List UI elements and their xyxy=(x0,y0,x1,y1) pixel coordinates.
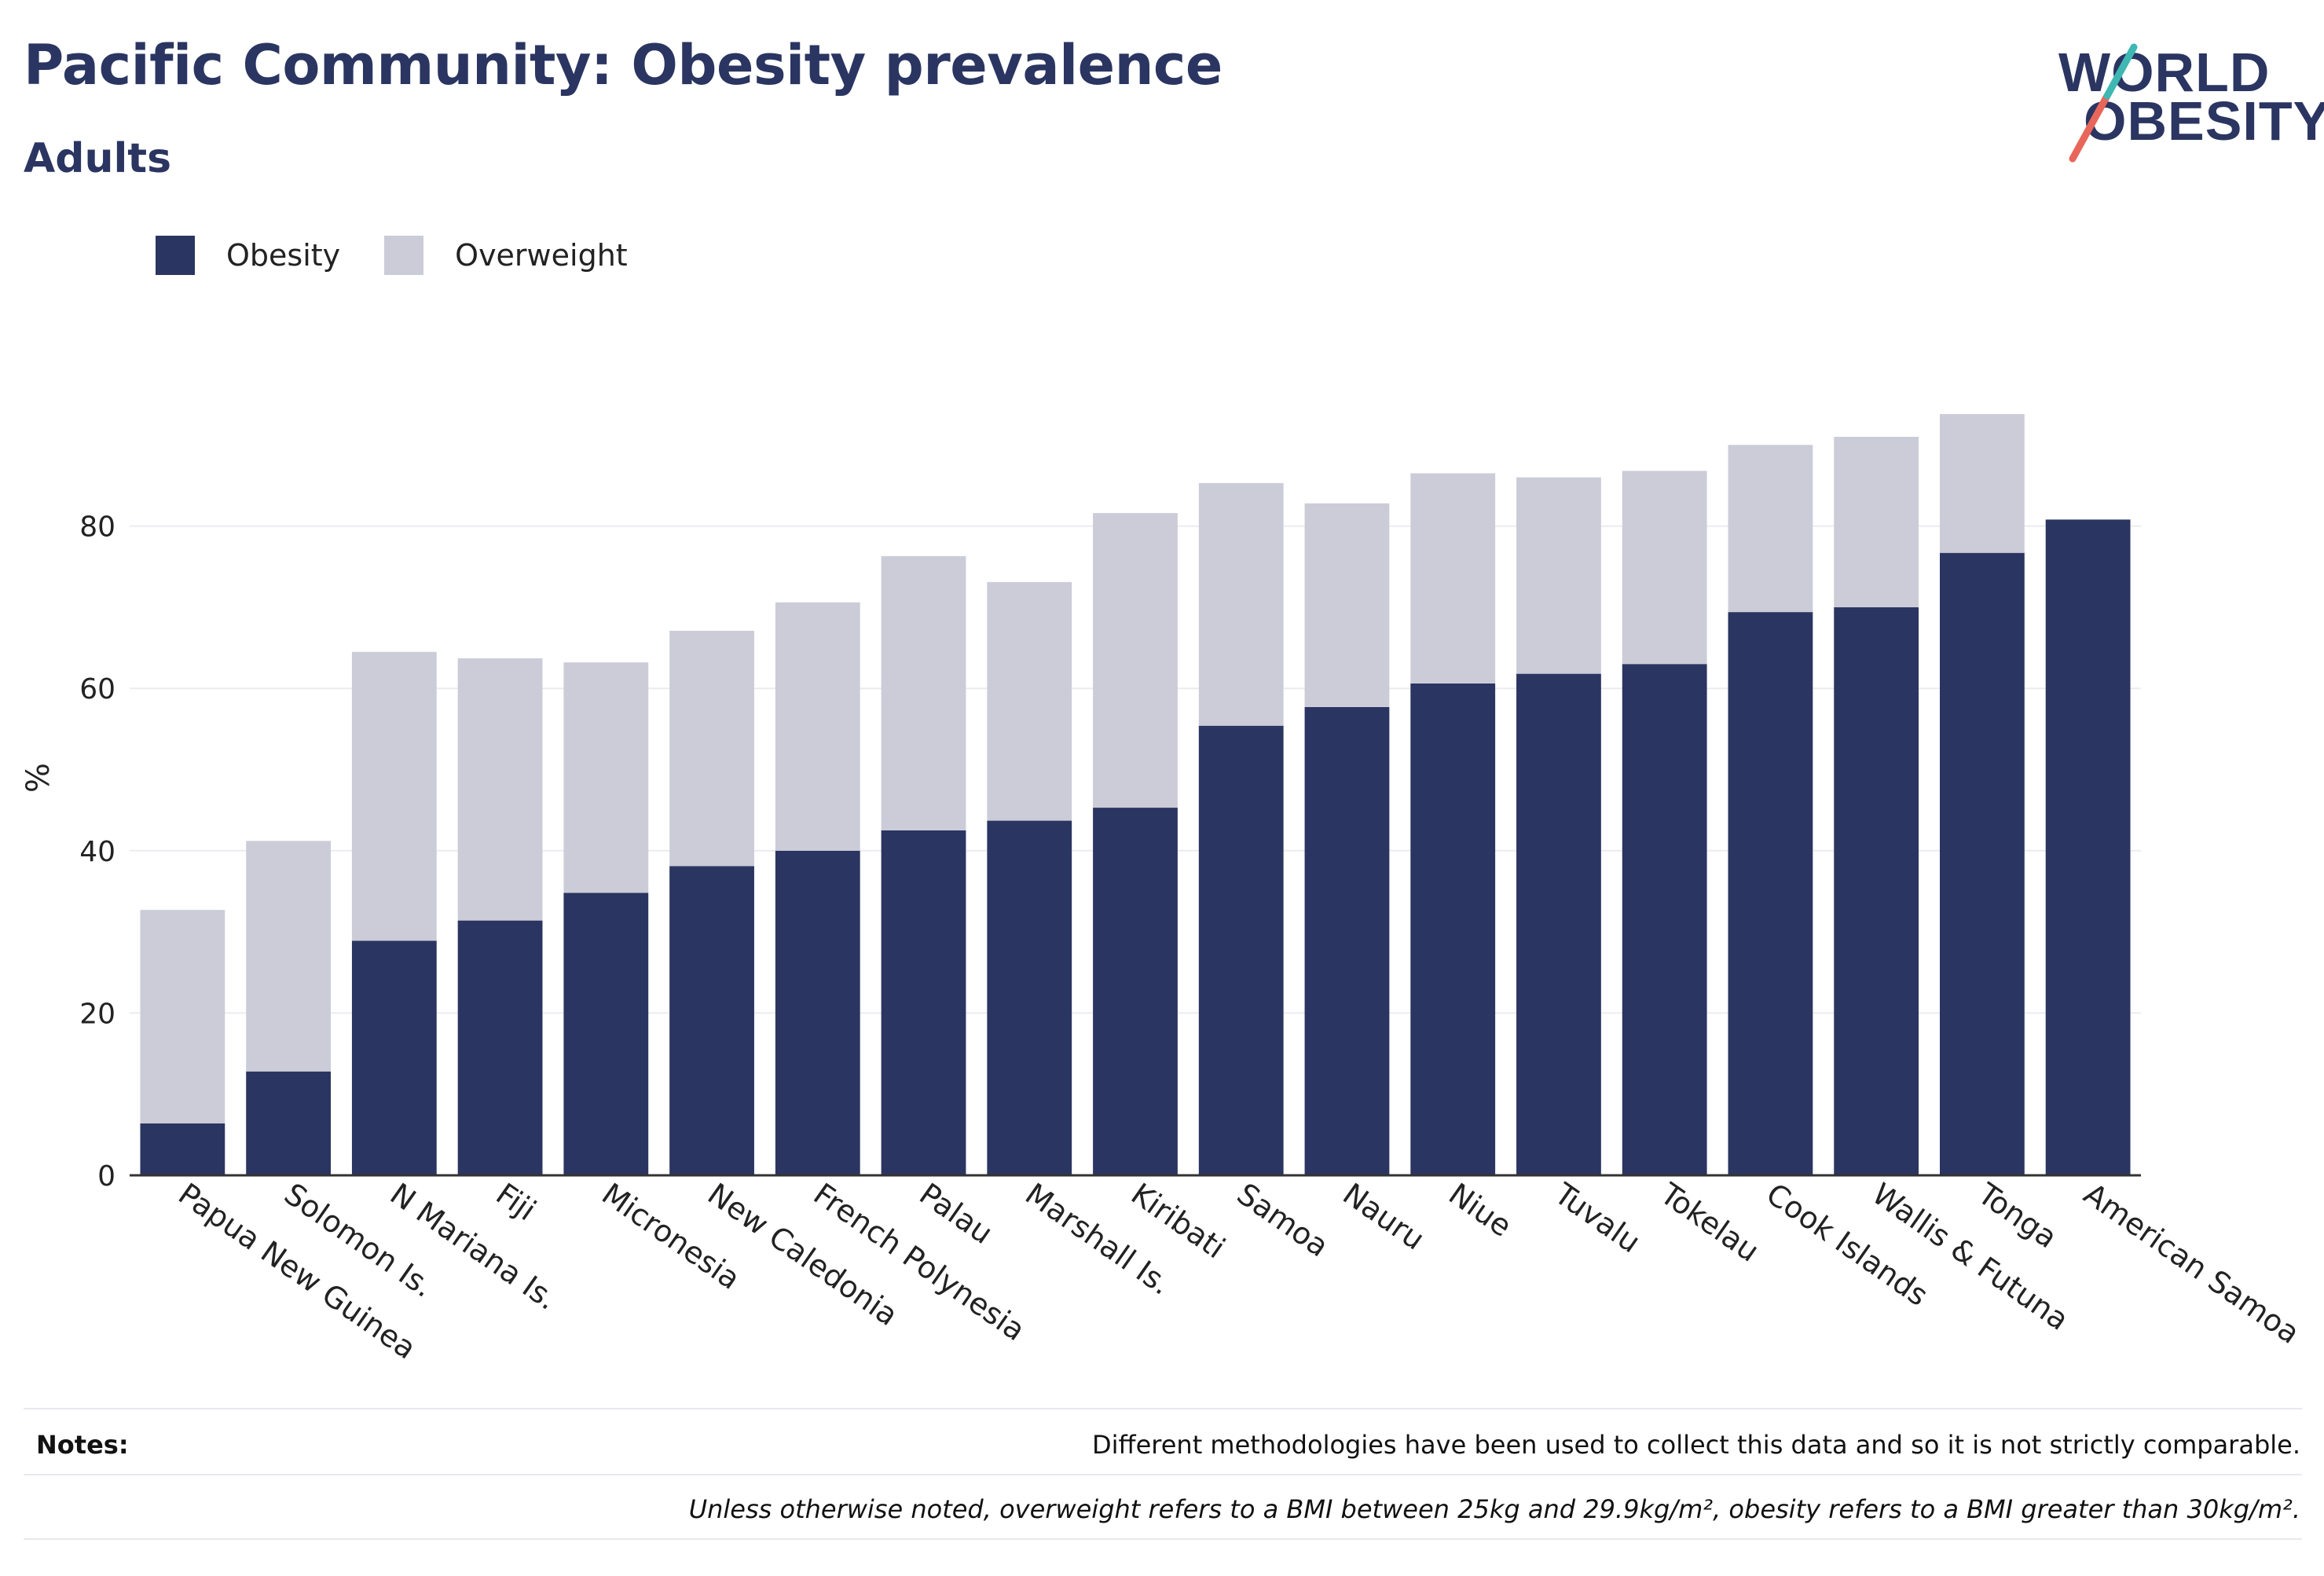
chart-title: Pacific Community: Obesity prevalence xyxy=(24,33,1222,97)
bar-overweight xyxy=(669,630,754,867)
bar-obesity xyxy=(351,940,437,1175)
bar-obesity xyxy=(1093,808,1178,1175)
bar-overweight xyxy=(881,555,966,830)
y-tick-label: 20 xyxy=(79,998,115,1030)
x-tick-label: Palau xyxy=(913,1176,999,1251)
bar-obesity xyxy=(1198,725,1284,1175)
x-tick-label: Samoa xyxy=(1231,1176,1336,1263)
bar-overweight xyxy=(1304,503,1390,707)
chart-subtitle: Adults xyxy=(24,135,172,182)
notes-definitions: Unless otherwise noted, overweight refer… xyxy=(688,1494,2300,1524)
bar-obesity xyxy=(457,920,543,1175)
bar-obesity xyxy=(1940,552,2025,1175)
legend-swatch-overweight xyxy=(384,236,424,275)
bar-obesity xyxy=(140,1123,225,1175)
legend-label-overweight: Overweight xyxy=(455,238,628,273)
y-tick-label: 0 xyxy=(97,1160,115,1193)
x-tick-label: Tokelau xyxy=(1654,1176,1765,1269)
y-axis-title: % xyxy=(20,763,57,793)
bar-overweight xyxy=(1622,471,1707,665)
bar-obesity xyxy=(1728,612,1813,1175)
chart-legend: Obesity Overweight xyxy=(156,236,672,275)
bar-obesity xyxy=(2045,519,2131,1175)
x-tick-label: Nauru xyxy=(1336,1176,1431,1256)
notes-label: Notes: xyxy=(36,1430,129,1460)
bar-obesity xyxy=(1410,684,1496,1175)
x-tick-label: Tonga xyxy=(1971,1176,2063,1255)
bar-overweight xyxy=(140,910,225,1123)
x-tick-label: American Samoa xyxy=(2077,1176,2306,1351)
bar-overweight xyxy=(1516,477,1601,674)
world-obesity-logo: WORLD OBESITY xyxy=(2058,24,2324,165)
bar-overweight xyxy=(987,581,1072,821)
bar-obesity xyxy=(563,892,649,1175)
bar-obesity xyxy=(1622,664,1707,1175)
logo-line-2: OBESITY xyxy=(2084,90,2324,152)
bar-obesity xyxy=(775,850,860,1175)
bar-overweight xyxy=(1834,436,1919,607)
notes-divider-bottom xyxy=(24,1538,2302,1540)
bar-obesity xyxy=(1304,706,1390,1175)
bar-obesity xyxy=(881,830,966,1175)
bar-overweight xyxy=(775,602,860,851)
bar-obesity xyxy=(1834,607,1919,1175)
y-tick-label: 80 xyxy=(79,511,115,544)
legend-label-obesity: Obesity xyxy=(226,238,341,273)
notes-divider-middle xyxy=(24,1474,2302,1475)
y-tick-label: 60 xyxy=(79,673,115,706)
notes-divider-top xyxy=(24,1408,2302,1409)
x-tick-label: Tuvalu xyxy=(1548,1176,1647,1260)
legend-item-overweight[interactable]: Overweight xyxy=(384,236,628,275)
bar-overweight xyxy=(1940,414,2025,553)
bar-overweight xyxy=(563,662,649,893)
x-tick-label: Niue xyxy=(1442,1176,1518,1244)
bar-obesity xyxy=(1516,673,1601,1175)
legend-item-obesity[interactable]: Obesity xyxy=(156,236,340,275)
x-tick-label: Wallis & Futuna xyxy=(1866,1176,2075,1337)
notes-methodology: Different methodologies have been used t… xyxy=(1092,1430,2300,1460)
bar-overweight xyxy=(1728,445,1813,613)
bar-overweight xyxy=(351,651,437,941)
bar-overweight xyxy=(1410,473,1496,684)
x-tick-label: New Caledonia xyxy=(702,1176,904,1332)
bar-obesity xyxy=(669,866,754,1175)
bar-overweight xyxy=(246,841,331,1072)
logo-line-1: WORLD xyxy=(2058,42,2271,103)
bar-obesity xyxy=(987,820,1072,1175)
y-tick-label: 40 xyxy=(79,836,115,868)
bar-overweight xyxy=(1093,513,1178,808)
bar-obesity xyxy=(246,1071,331,1175)
bar-overweight xyxy=(1198,482,1284,726)
bar-overweight xyxy=(457,658,543,921)
x-tick-label: Fiji xyxy=(489,1176,542,1227)
logo-slash-icon xyxy=(2069,43,2138,163)
legend-swatch-obesity xyxy=(156,236,195,275)
